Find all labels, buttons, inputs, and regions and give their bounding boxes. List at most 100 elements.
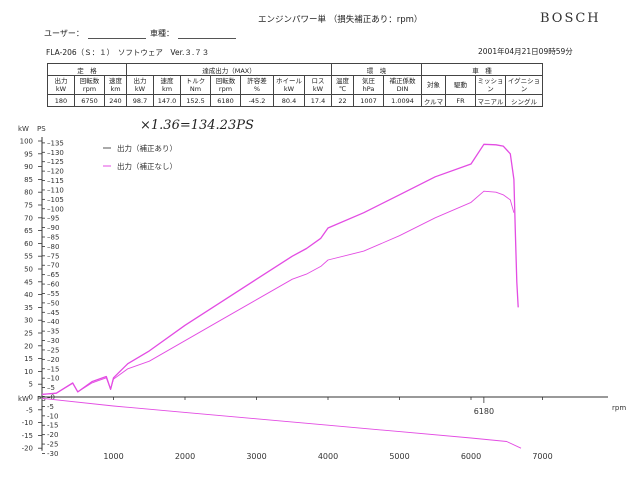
y-tick-label-ps: –130 [47, 149, 64, 157]
vehicle-field: 車種： [150, 28, 236, 39]
y-tick-label-ps: –50 [47, 299, 59, 307]
y-tick-label-ps: –120 [47, 168, 64, 176]
x-tick-label: 5000 [389, 452, 409, 461]
y-tick-label-kw: 10 [24, 368, 33, 376]
y-tick-label-kw: 55 [24, 253, 33, 261]
y-tick-label-ps: -5 [47, 403, 54, 411]
y-tick-label-ps: –65 [47, 271, 59, 279]
spec-header-label: 出力 [54, 77, 68, 85]
y-tick-label-kw: 20 [24, 342, 33, 350]
y-tick-label-ps: –115 [47, 177, 64, 185]
y-tick-label-kw: -10 [22, 419, 33, 427]
spec-header-label: 回転数 [215, 77, 236, 85]
spec-header-label: ホイール [276, 77, 302, 85]
y-tick-label-ps: –85 [47, 234, 59, 242]
spec-header-unit: km [161, 85, 173, 93]
y-tick-label-kw: 95 [24, 150, 33, 158]
y-tick-label-ps: –45 [47, 309, 59, 317]
y-tick-label-kw: 70 [24, 214, 33, 222]
spec-header-label: 対象 [427, 81, 440, 89]
y-tick-label-kw: 50 [24, 266, 33, 274]
spec-header-unit: hPa [362, 85, 375, 93]
legend-label: 出力（補正なし） [117, 161, 177, 171]
peak-rpm-label: 6180 [474, 407, 494, 416]
series-line [41, 397, 522, 449]
y-unit-ps: PS [37, 125, 46, 133]
y-tick-label-kw: 25 [24, 330, 33, 338]
y-tick-label-kw: 30 [24, 317, 33, 325]
spec-header-unit: Nm [189, 85, 202, 93]
y-tick-label-kw: 80 [24, 189, 33, 197]
timestamp: 2001年04月21日09時59分 [478, 47, 573, 56]
x-tick-label: 1000 [103, 452, 123, 461]
spec-value-cell: 6750 [74, 94, 105, 107]
spec-header-unit: kW [55, 85, 67, 93]
spec-header-label: 回転数 [79, 77, 100, 85]
spec-header-label: 速度 [160, 77, 174, 85]
y-tick-label-ps: –10 [47, 375, 59, 383]
device-info: FLA-206（Ｓ：１） ソフトウェア Ver.３.７３ [46, 48, 210, 57]
user-label: ユーザー： [44, 29, 84, 38]
x-tick-label: 3000 [246, 452, 266, 461]
y-tick-label-kw: 100 [20, 138, 33, 146]
y-tick-label-kw: 75 [24, 202, 33, 210]
vehicle-label: 車種： [150, 29, 174, 38]
y-tick-label-ps: –70 [47, 262, 59, 270]
y-tick-label-ps: –0 [47, 394, 55, 402]
spec-header-label: 出力 [133, 77, 147, 85]
spec-header-label: トルク [185, 77, 206, 85]
spec-header-row: 出力 kW 回転数 rpm 速度 km 出力 kW 速度 km トルク Nm 回転数 rpm 許容差% ホイー… [47, 75, 543, 95]
series-line [41, 143, 519, 396]
y-tick-label-ps: –105 [47, 196, 64, 204]
y-tick-label-ps: –15 [47, 365, 59, 373]
y-tick-label-kw: -5 [26, 406, 33, 414]
y-tick-label-kw: 15 [24, 355, 33, 363]
y-tick-label-ps: -25 [47, 441, 58, 449]
spec-value-cell: 240 [104, 94, 127, 107]
spec-header-label: 速度 [109, 77, 122, 85]
y-tick-label-ps: –5 [47, 384, 55, 392]
y-tick-label-ps: –95 [47, 215, 59, 223]
spec-value-cell: シングル [505, 94, 543, 107]
y-tick-label-ps: –75 [47, 252, 59, 260]
y-tick-label-kw: 45 [24, 278, 33, 286]
y-tick-label-kw: 40 [24, 291, 33, 299]
y-tick-label-ps: –100 [47, 205, 64, 213]
x-tick-label: 6000 [461, 452, 481, 461]
y-tick-label-ps: –30 [47, 337, 59, 345]
page-title: エンジンパワー単 （損失補正あり：rpm） [258, 15, 423, 25]
spec-header-label: 気圧 [362, 77, 375, 85]
y-tick-label-ps: –80 [47, 243, 59, 251]
spec-header-unit: rpm [82, 85, 97, 93]
spec-value-cell: 22 [331, 94, 354, 107]
legend-label: 出力（補正あり） [117, 143, 177, 153]
y-tick-label-ps: –135 [47, 139, 64, 147]
y-tick-label-kw: -15 [22, 432, 33, 440]
spec-header-label: イグニション [507, 77, 541, 93]
series-line [41, 190, 515, 395]
y-tick-label-ps: -30 [47, 450, 58, 458]
spec-header-unit: kW [134, 85, 146, 93]
spec-value-cell: クルマ [421, 94, 446, 107]
spec-header-label: 温度 [336, 77, 349, 85]
y-tick-label-kw: 60 [24, 240, 33, 248]
spec-header-label: ロス [311, 77, 325, 85]
y-tick-label-kw: 85 [24, 176, 33, 184]
spec-header-label: 許容差 [247, 77, 267, 85]
chart-legend: 出力（補正あり） 出力（補正なし） [103, 143, 177, 171]
spec-group-row: 定 格 達成出力（MAX） 環 境 車 種 [47, 63, 543, 76]
y-tick-label-ps: –20 [47, 356, 59, 364]
y-tick-label-ps: –55 [47, 290, 59, 298]
x-tick-label: 7000 [532, 452, 552, 461]
y-unit-kw: kW [18, 125, 29, 133]
spec-header-unit: kW [312, 85, 324, 93]
x-tick-label: 2000 [175, 452, 195, 461]
y-unit-kw-lower: kW [18, 395, 29, 403]
y-tick-label-ps: –40 [47, 318, 59, 326]
spec-header-unit: DIN [396, 85, 409, 93]
spec-value-row: 180 6750 240 98.7 147.0 152.5 6180 -45.2 80.4 17.… [47, 94, 543, 107]
spec-header-unit: rpm [218, 85, 233, 93]
y-tick-label-ps: –35 [47, 328, 59, 336]
spec-value-cell: 98.7 [126, 94, 154, 107]
y-tick-label-kw: 0 [29, 394, 33, 402]
